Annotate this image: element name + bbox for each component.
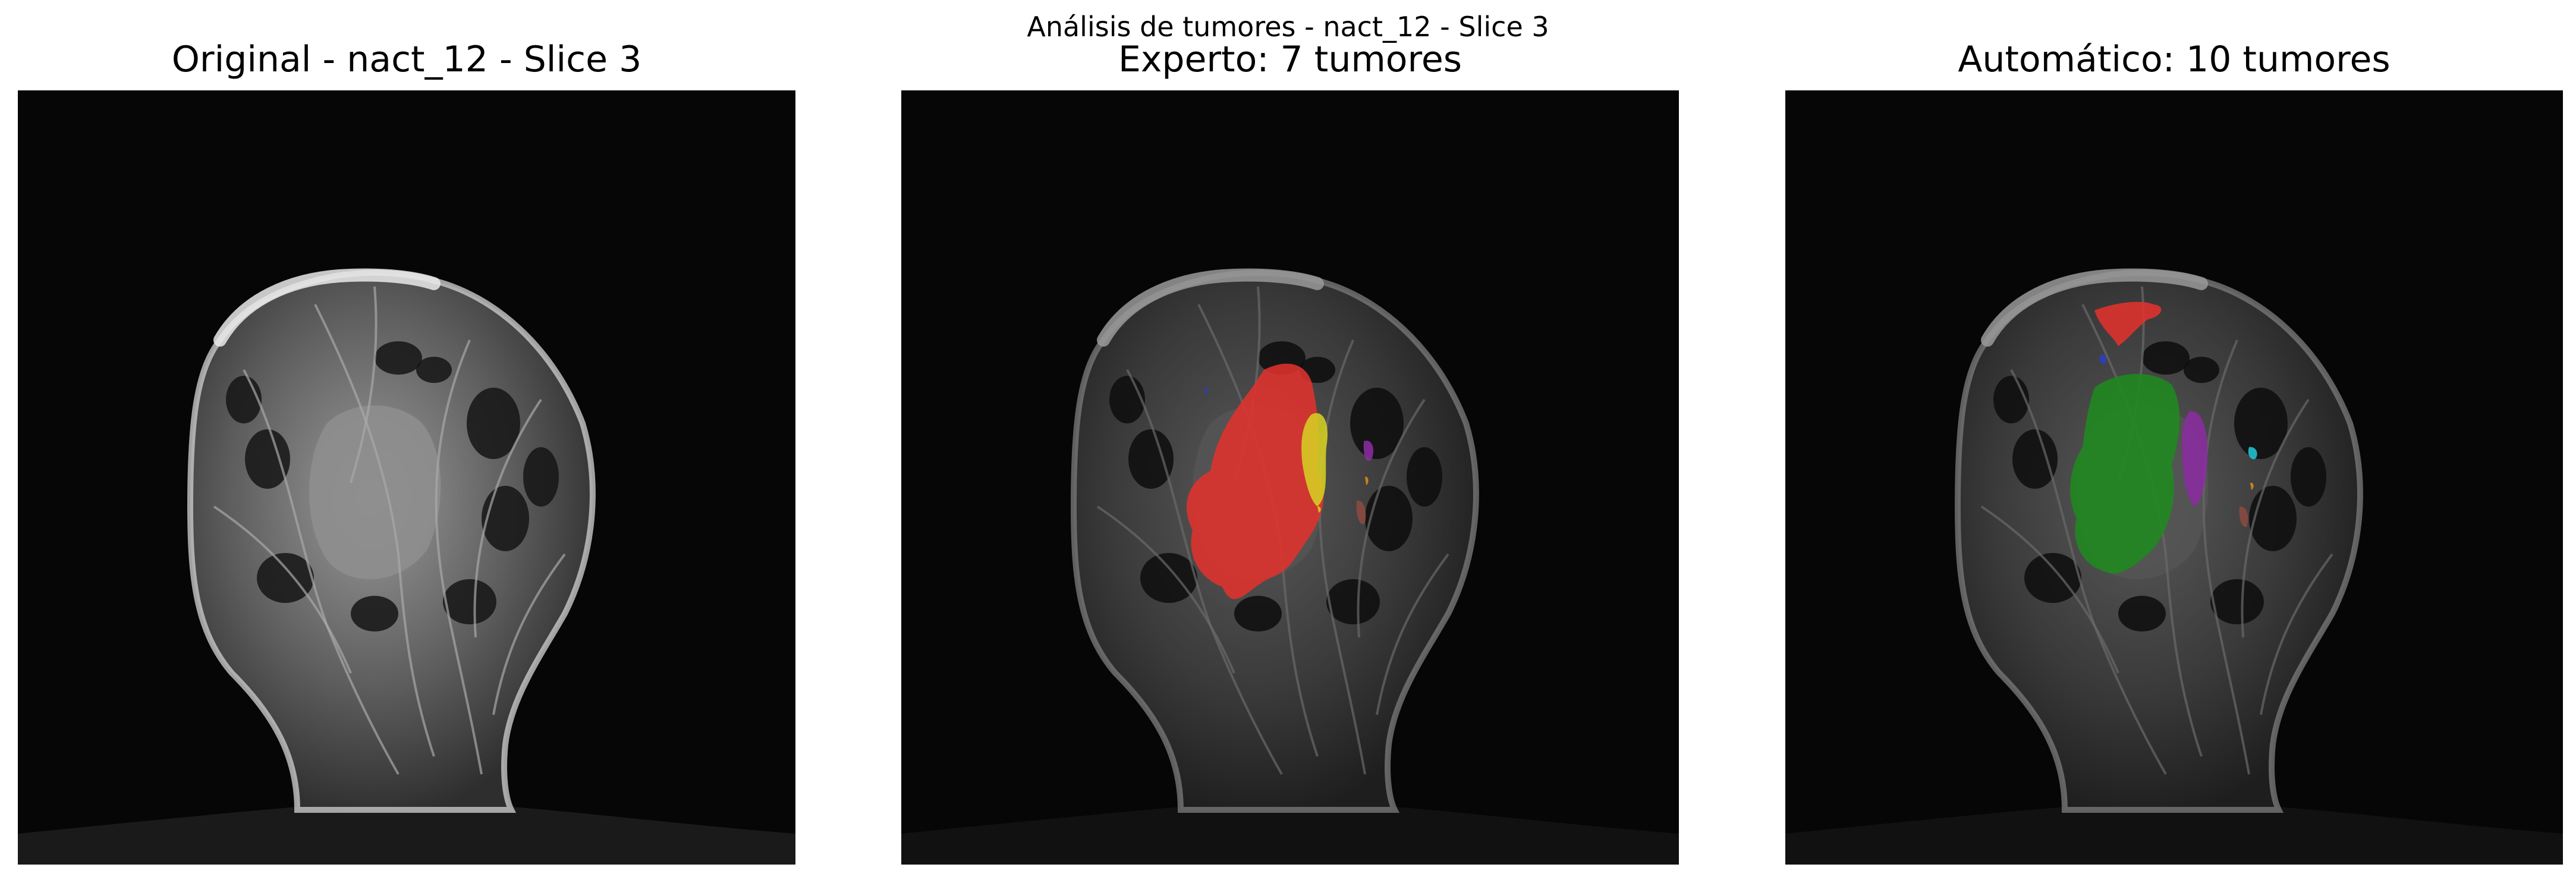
dark-lobule — [482, 486, 529, 551]
dark-lobule — [1407, 447, 1442, 507]
bright-rim — [213, 268, 441, 347]
dark-lobule — [2184, 357, 2219, 383]
tissue-strand — [492, 553, 566, 715]
tissue-strand — [350, 286, 378, 483]
mri-image-automatic — [1785, 90, 2563, 865]
panel-title-automatic: Automático: 10 tumores — [1958, 39, 2391, 80]
dark-lobule — [2249, 486, 2297, 551]
bright-rim — [1981, 268, 2208, 347]
dark-lobule — [2012, 429, 2058, 489]
segment-red — [1187, 363, 1324, 599]
central-density — [309, 406, 441, 580]
tissue-strand — [1126, 369, 1283, 775]
mri-svg-original — [18, 90, 795, 865]
bright-rim — [1097, 268, 1324, 347]
tissue-strand — [213, 505, 352, 674]
segment-blue — [1204, 387, 1208, 394]
segment-cyan — [2248, 447, 2257, 460]
tissue-strand — [2010, 369, 2167, 775]
dark-lobule — [467, 388, 520, 459]
figure-suptitle: Análisis de tumores - nact_12 - Slice 3 — [1027, 11, 1549, 43]
tissue-strand — [1357, 398, 1426, 638]
dark-lobule — [2118, 596, 2166, 631]
tissue-strand — [435, 340, 483, 775]
tissue-strand — [1980, 505, 2119, 674]
segment-brown — [1356, 500, 1366, 524]
panel-automatic: Automático: 10 tumores — [1785, 0, 2563, 883]
dark-lobule — [245, 429, 290, 489]
dark-lobule — [1109, 376, 1145, 423]
tissue-strand — [2241, 398, 2310, 638]
tissue-strand — [2081, 304, 2203, 757]
dark-lobule — [1140, 553, 1197, 603]
dark-lobule — [1234, 596, 1282, 631]
dark-lobule — [1326, 579, 1380, 624]
tissue-strand — [314, 304, 435, 757]
panel-expert: Experto: 7 tumores — [901, 0, 1679, 883]
dark-lobule — [226, 376, 262, 423]
dark-lobule — [2210, 579, 2264, 624]
tissue-strand — [1096, 505, 1235, 674]
dark-lobule — [1128, 429, 1174, 489]
dark-lobule — [1350, 388, 1404, 459]
mri-svg-expert — [901, 90, 1679, 865]
dark-lobule — [375, 341, 422, 375]
mri-image-original — [18, 90, 795, 865]
segment-purple — [1363, 441, 1374, 461]
segment-yellow-small — [1317, 506, 1321, 513]
dark-lobule — [257, 553, 314, 603]
segment-orange — [2250, 482, 2254, 490]
panel-original: Original - nact_12 - Slice 3 — [18, 0, 795, 883]
mri-svg-automatic — [1785, 90, 2563, 865]
mri-image-expert — [901, 90, 1679, 865]
tissue-strand — [2202, 340, 2250, 775]
tissue-strand — [1318, 340, 1366, 775]
dark-lobule — [416, 357, 452, 383]
chest-wall — [901, 805, 1679, 865]
segment-orange — [1365, 476, 1369, 485]
dark-lobule — [2234, 388, 2288, 459]
dark-lobule — [2142, 341, 2190, 375]
dark-lobule — [443, 579, 496, 624]
dark-lobule — [523, 447, 559, 507]
panel-title-expert: Experto: 7 tumores — [1118, 39, 1462, 80]
chest-wall — [1785, 805, 2563, 865]
segment-red — [2094, 301, 2162, 346]
tissue-strand — [473, 398, 542, 638]
dark-lobule — [2291, 447, 2326, 507]
chest-wall — [18, 805, 795, 865]
segment-blue — [2099, 354, 2107, 364]
segment-brown — [2239, 506, 2248, 527]
dark-lobule — [351, 596, 398, 631]
segment-green — [2070, 373, 2180, 574]
tissue-strand — [2260, 553, 2333, 715]
panel-title-original: Original - nact_12 - Slice 3 — [171, 39, 642, 80]
tissue-strand — [243, 369, 400, 775]
dark-lobule — [2024, 553, 2081, 603]
segment-purple — [2182, 411, 2208, 507]
tissue-strand — [1376, 553, 1449, 715]
dark-lobule — [1993, 376, 2029, 423]
segment-yellow — [1301, 413, 1328, 507]
dark-lobule — [1365, 486, 1413, 551]
